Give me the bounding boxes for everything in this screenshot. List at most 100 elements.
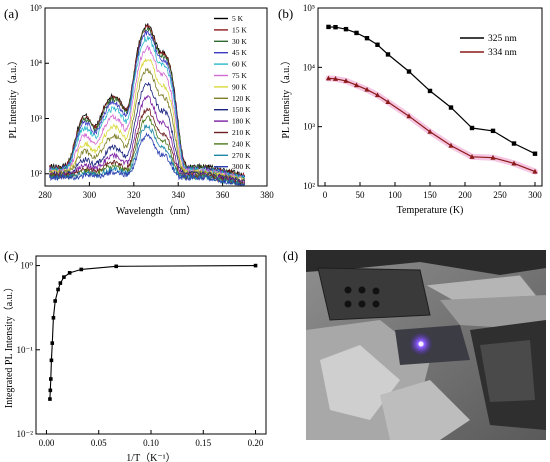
panel-a-legend-label: 60 K [232,60,247,69]
panel-b-point [532,151,538,156]
panel-b-point [374,92,381,98]
panel-a-series-line [49,26,245,180]
panel-a-legend-label: 30 K [232,37,247,46]
panel-b-point [364,35,370,41]
panel-b-point [511,141,517,146]
panel-b-xtick-label: 300 [528,190,542,200]
panel-c-xtick-label: 0.15 [195,438,211,448]
panel-c-point [53,299,57,303]
panel-b-legend-label: 325 nm [488,34,517,44]
panel-c-ylabel: Integrated PL Intensity（a.u.） [3,282,15,408]
panel-a-legend-label: 5 K [232,14,244,23]
panel-b-point [343,78,349,83]
panel-b-ytick-label: 10² [303,181,315,191]
panel-b-xtick-label: 150 [423,190,437,200]
panel-b-xtick-label: 50 [356,190,366,200]
panel-a-legend-label: 180 K [232,117,251,126]
panel-b-point [448,105,454,110]
panel-c-point [62,275,66,279]
panel-b-tag: (b) [278,6,293,21]
panel-b-xtick-label: 200 [458,190,472,200]
panel-c-point [253,263,258,268]
panel-a-legend-label: 270 K [232,151,251,160]
panel-b-xtick-label: 100 [388,190,402,200]
panel-c-ytick-label: 10⁻¹ [17,345,34,355]
panel-a-ytick-label: 10² [30,169,42,179]
panel-b-point [332,76,339,81]
panel-b-ylabel: PL Intensity（a.u.） [280,55,292,138]
panel-b-point [364,86,370,92]
panel-c-point [58,281,63,285]
panel-c-ytick-label: 10⁻² [17,429,34,439]
panel-b-point [353,82,360,88]
panel-b-point [469,154,475,159]
panel-c-series-line [49,265,256,400]
panel-a-legend-label: 150 K [232,105,251,114]
panel-a-ytick-label: 10⁴ [30,58,42,68]
panel-c-xtick-label: 0.00 [39,438,55,448]
panel-b-point [532,168,538,174]
panel-b-point [385,52,391,57]
panel-d-tag: (d) [283,248,298,263]
panel-c-xtick-label: 0.20 [248,438,264,448]
panel-b-point [406,69,412,74]
panel-b-xlabel: Temperature (K) [397,205,464,216]
panel-c-point [48,388,53,393]
panel-b-point [406,113,412,119]
panel-b-point [427,128,433,134]
panel-b-point [469,125,475,131]
panel-c-frame [35,255,267,435]
panel-a-series-line [49,44,245,181]
panel-a: (a) 280 300 320 340 360 380 10² 10³ 10⁴ 10⁵ 5 K 15… [4,3,274,217]
panel-a-legend-label: 240 K [232,139,251,148]
panel-a-frame [44,7,268,187]
panel-a-ytick-label: 10³ [30,113,42,123]
panel-a-xlabel: Wavelength（nm） [116,205,196,217]
panel-c-point [114,264,118,269]
panel-a-legend-label: 90 K [232,82,247,91]
panel-a-legend-label: 120 K [232,94,251,103]
panel-c-tag: (c) [4,248,18,263]
panel-b-point [354,30,359,36]
panel-b-xtick-label: 250 [493,190,507,200]
panel-a-xtick-label: 340 [171,190,185,200]
panel-b-legend-label: 334 nm [488,48,517,58]
panel-a-xtick-label: 280 [38,190,52,200]
panel-a-tag: (a) [4,6,18,21]
panel-a-ylabel: PL Intensity（a.u.） [7,55,19,138]
panel-a-xtick-label: 380 [260,190,274,200]
panel-a-series [49,23,246,186]
panel-c-axes: 0.00 0.05 0.10 0.15 0.20 10⁻² 10⁻¹ 10⁰ [17,261,264,448]
panel-b-point [333,24,338,30]
panel-a-legend-label: 210 K [232,128,251,137]
panel-a-axes: 280 300 320 340 360 380 10² 10³ 10⁴ 10⁵ [30,3,274,200]
photo-experiment [306,250,546,440]
panel-a-series-line [49,24,245,178]
panel-a-legend-label: 75 K [232,71,247,80]
panel-b-point [325,75,332,81]
panel-b-ytick-label: 10⁴ [303,62,315,72]
panel-c-series [48,263,258,401]
panel-c-point [48,397,52,401]
panel-a-legend: 5 K 15 K 30 K 45 K 60 K 75 K 90 K 120 K 150 K 180… [214,14,251,171]
panel-b-xtick-label: 0 [323,190,328,200]
panel-c-xtick-label: 0.10 [143,438,159,448]
panel-c-xlabel: 1/T（K⁻¹） [126,452,175,462]
panel-b-point [427,88,433,94]
panel-c-ytick-label: 10⁰ [20,261,33,271]
panel-b-series [325,24,538,175]
panel-b-ytick-label: 10⁵ [303,3,315,13]
panel-a-legend-label: 15 K [232,25,247,34]
panel-a-xtick-label: 320 [127,190,141,200]
panel-b-point [511,160,517,166]
panel-b-axes: 0 50 100 150 200 250 300 10² 10³ 10⁴ 10⁵ [303,3,542,200]
panel-b: (b) 0 50 100 150 200 250 300 10² 10³ 10⁴ 10⁵ 325 n… [278,3,543,216]
panel-a-xtick-label: 300 [83,190,97,200]
panel-d: (d) [283,248,546,440]
panel-a-series-line [49,124,246,186]
panel-c-point [67,271,72,275]
panel-c-point [51,315,56,320]
panel-a-series-line [49,30,245,179]
panel-c-point [79,267,84,272]
